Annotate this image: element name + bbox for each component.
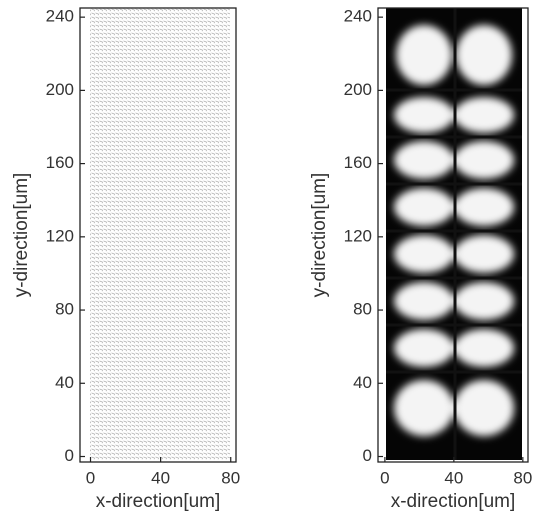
y-tick-label: 120	[46, 226, 74, 245]
heatmap-image	[386, 8, 522, 460]
x-tick-label: 40	[151, 468, 170, 487]
y-tick-label: 0	[363, 446, 372, 465]
x-tick-label: 0	[86, 468, 95, 487]
x-tick-label: 0	[380, 468, 389, 487]
y-tick-label: 240	[46, 7, 74, 26]
x-tick-label: 80	[221, 468, 240, 487]
y-tick-label: 240	[344, 7, 372, 26]
y-tick-label: 40	[353, 373, 372, 392]
y-tick-label: 160	[344, 153, 372, 172]
y-tick-label: 80	[55, 300, 74, 319]
y-axis-label: y-direction[um]	[11, 173, 32, 298]
y-tick-label: 200	[344, 80, 372, 99]
x-tick-label: 80	[513, 468, 532, 487]
plot-frame	[79, 7, 237, 463]
y-tick-label: 120	[344, 226, 372, 245]
x-tick-label: 40	[444, 468, 463, 487]
plot-frame	[377, 7, 529, 463]
vector-field-texture	[90, 8, 230, 460]
y-tick-label: 40	[55, 373, 74, 392]
y-tick-label: 0	[65, 446, 74, 465]
y-tick-label: 200	[46, 80, 74, 99]
y-axis-label: y-direction[um]	[309, 173, 330, 298]
x-axis-label: x-direction[um]	[96, 491, 221, 512]
x-axis-label: x-direction[um]	[391, 491, 516, 512]
y-tick-label: 160	[46, 153, 74, 172]
y-tick-label: 80	[353, 300, 372, 319]
